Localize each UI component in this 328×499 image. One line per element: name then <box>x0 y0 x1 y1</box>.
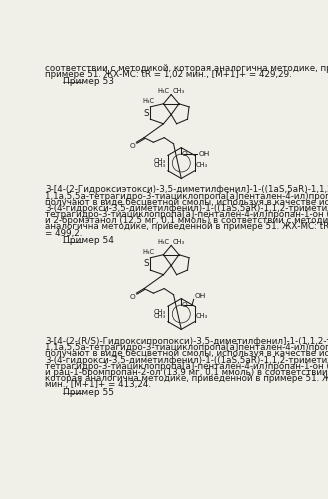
Text: 3-[4-(2-Гидроксиэтокси)-3,5-диметилфенил]-1-((1аS,5аR)-1,1,2-триметил-: 3-[4-(2-Гидроксиэтокси)-3,5-диметилфенил… <box>45 186 328 195</box>
Text: тетрагидро-3-тиациклопропа[а]-пентален-4-ил)пропан-1-он (8,9 мг, 0,025 ммоль): тетрагидро-3-тиациклопропа[а]-пентален-4… <box>45 362 328 371</box>
Text: O: O <box>182 151 188 157</box>
Text: и рац-1-бромпропан-2-ол (13,9 мг, 0,1 ммоль) в соответствии с методикой,: и рац-1-бромпропан-2-ол (13,9 мг, 0,1 мм… <box>45 368 328 377</box>
Text: CH₃: CH₃ <box>195 312 208 318</box>
Text: которая аналогична методике, приведенной в примере 51. ЖХ-МС: tR = 1,12: которая аналогична методике, приведенной… <box>45 374 328 383</box>
Text: H₃C: H₃C <box>157 88 170 94</box>
Text: CH₃: CH₃ <box>154 158 166 164</box>
Text: = 499,2.: = 499,2. <box>45 229 82 238</box>
Text: H₃C: H₃C <box>157 239 170 245</box>
Text: Пример 53: Пример 53 <box>63 77 114 86</box>
Text: соответствии с методикой, которая аналогична методике, приведенной в: соответствии с методикой, которая аналог… <box>45 64 328 73</box>
Text: OH: OH <box>195 292 206 298</box>
Text: получают в виде бесцветной смолы, используя в качестве исходных соединений: получают в виде бесцветной смолы, исполь… <box>45 349 328 358</box>
Text: 3-(4-гидрокси-3,5-диметилфенил)-1-((1аS,5аR)-1,1,2-триметил-1,1а,5,5а-: 3-(4-гидрокси-3,5-диметилфенил)-1-((1аS,… <box>45 356 328 365</box>
Text: 3-[4-(2-(R/S)-Гидроксипропокси)-3,5-диметилфенил]-1-(1,1,2-триметил-: 3-[4-(2-(R/S)-Гидроксипропокси)-3,5-диме… <box>45 337 328 346</box>
Text: CH₃: CH₃ <box>173 88 185 94</box>
Text: S: S <box>143 108 149 117</box>
Text: получают в виде бесцветной смолы, используя в качестве исходных соединений: получают в виде бесцветной смолы, исполь… <box>45 198 328 207</box>
Text: примере 51. ЖХ-МС: tR = 1,02 мин., [M+1]+ = 429,29.: примере 51. ЖХ-МС: tR = 1,02 мин., [M+1]… <box>45 70 292 79</box>
Text: O: O <box>130 143 135 149</box>
Text: H₃C: H₃C <box>142 249 154 254</box>
Text: 1,1а,5,5а-тетрагидро-3-тиациклопропа[а]пентален-4-ил)пропан-1-он (3,1 мг): 1,1а,5,5а-тетрагидро-3-тиациклопропа[а]п… <box>45 192 328 201</box>
Text: мин., [M+1]+ = 413,24.: мин., [M+1]+ = 413,24. <box>45 380 151 389</box>
Text: аналогична методике, приведенной в примере 51. ЖХ-МС: tR = 1,09 мин., [M+1]+: аналогична методике, приведенной в приме… <box>45 223 328 232</box>
Text: CH₃: CH₃ <box>154 312 166 318</box>
Text: S: S <box>143 259 149 268</box>
Text: CH₃: CH₃ <box>154 308 166 314</box>
Text: CH₃: CH₃ <box>154 162 166 168</box>
Text: тетрагидро-3-тиациклопропа[а]-пентален-4-ил)пропан-1-он (8,9 мг, 0,025 ммоль): тетрагидро-3-тиациклопропа[а]-пентален-4… <box>45 210 328 219</box>
Text: Пример 55: Пример 55 <box>63 388 114 397</box>
Text: 1,1а,5,5а-тетрагидро-3-тиациклопропа[а]пентален-4-ил)пропан-1-он (1,2 мг): 1,1а,5,5а-тетрагидро-3-тиациклопропа[а]п… <box>45 343 328 352</box>
Text: и 2-бромэтанол (12,5 мг, 0,1 ммоль) в соответствии с методикой, которая: и 2-бромэтанол (12,5 мг, 0,1 ммоль) в со… <box>45 216 328 225</box>
Text: CH₃: CH₃ <box>195 162 208 168</box>
Text: O: O <box>182 302 188 308</box>
Text: Пример 54: Пример 54 <box>63 236 113 245</box>
Text: OH: OH <box>198 151 210 157</box>
Text: CH₃: CH₃ <box>173 239 185 245</box>
Text: H₃C: H₃C <box>142 98 154 104</box>
Text: O: O <box>130 294 135 300</box>
Text: 3-(4-гидрокси-3,5-диметилфенил)-1-((1аS,5аR)-1,1,2-триметил-1,1а,5,5а-: 3-(4-гидрокси-3,5-диметилфенил)-1-((1аS,… <box>45 204 328 213</box>
